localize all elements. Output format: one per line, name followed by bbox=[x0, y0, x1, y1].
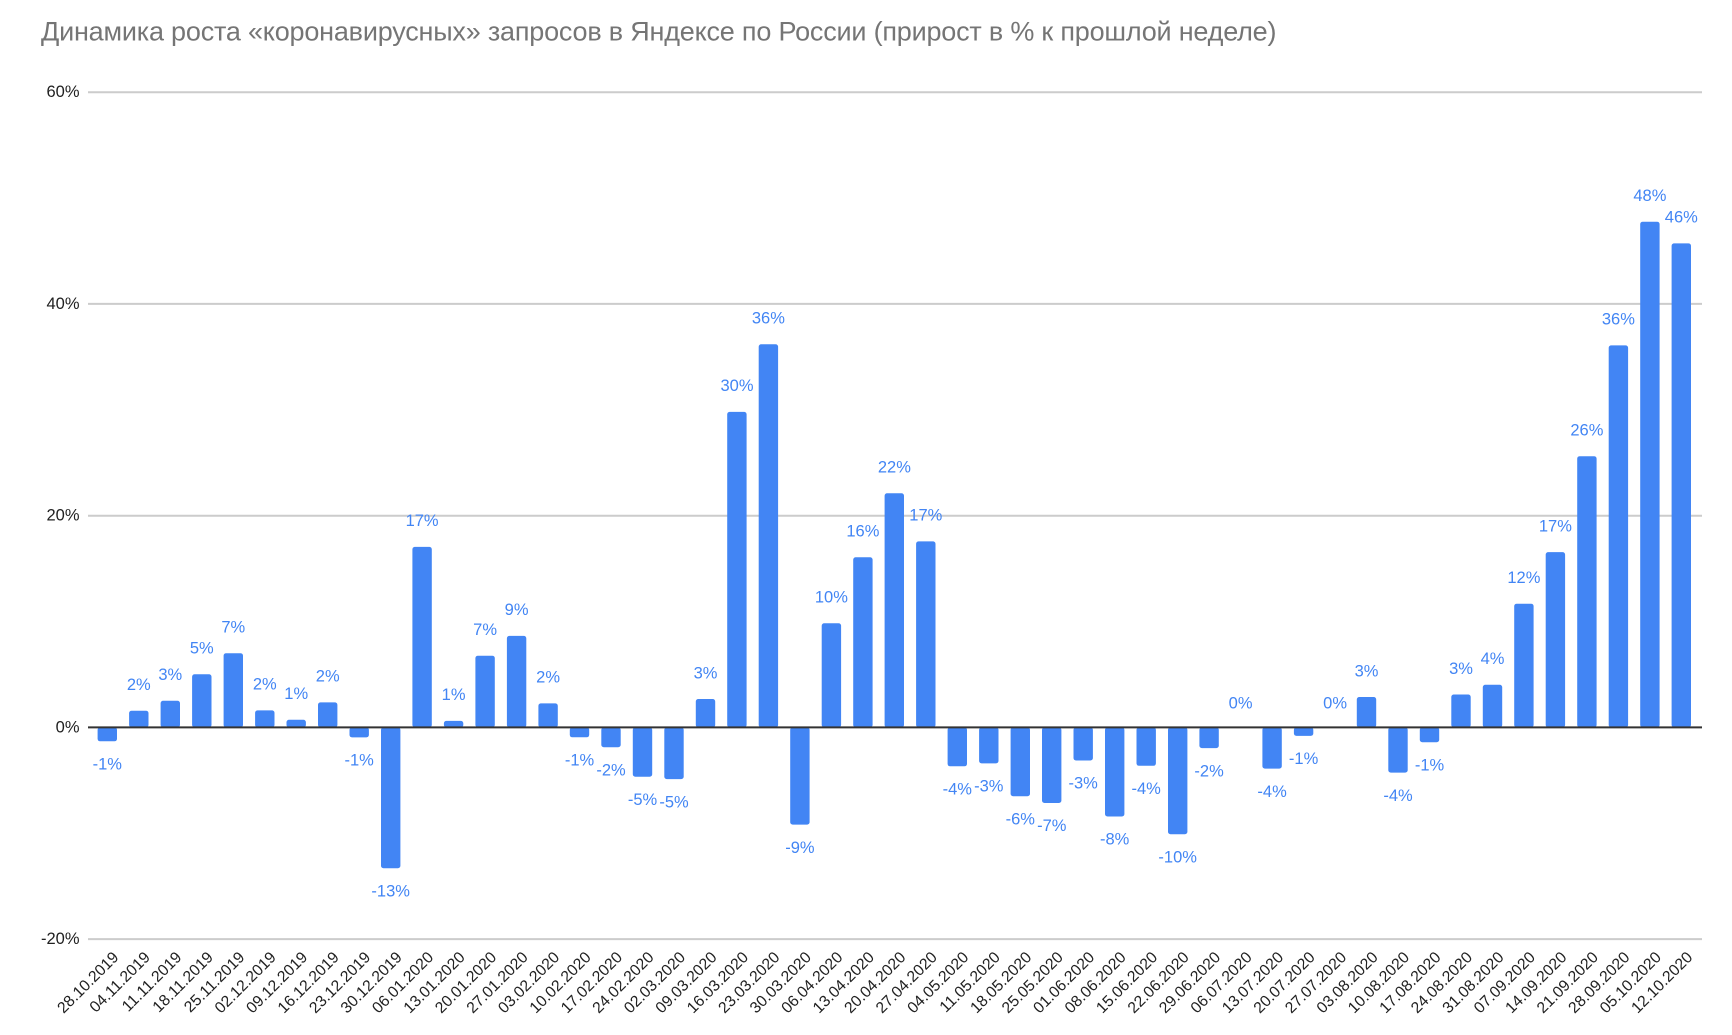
svg-text:-4%: -4% bbox=[1383, 787, 1413, 805]
svg-text:60%: 60% bbox=[46, 83, 79, 101]
svg-text:7%: 7% bbox=[473, 621, 497, 639]
svg-text:36%: 36% bbox=[752, 310, 785, 328]
svg-text:-20%: -20% bbox=[41, 930, 80, 948]
svg-text:7%: 7% bbox=[221, 619, 245, 637]
svg-text:4%: 4% bbox=[1481, 650, 1505, 668]
svg-text:-4%: -4% bbox=[943, 781, 973, 799]
svg-text:2%: 2% bbox=[253, 676, 277, 694]
svg-text:3%: 3% bbox=[1449, 660, 1473, 678]
svg-text:-2%: -2% bbox=[1194, 762, 1224, 780]
svg-text:-10%: -10% bbox=[1158, 848, 1197, 866]
svg-text:-8%: -8% bbox=[1100, 831, 1130, 849]
svg-text:-5%: -5% bbox=[628, 791, 658, 809]
svg-text:26%: 26% bbox=[1570, 422, 1603, 440]
svg-text:2%: 2% bbox=[316, 668, 340, 686]
svg-text:9%: 9% bbox=[505, 601, 529, 619]
svg-text:12%: 12% bbox=[1507, 569, 1540, 587]
svg-text:40%: 40% bbox=[46, 295, 79, 313]
svg-text:-7%: -7% bbox=[1037, 817, 1067, 835]
svg-text:-5%: -5% bbox=[659, 793, 689, 811]
svg-text:0%: 0% bbox=[1323, 695, 1347, 713]
svg-text:-6%: -6% bbox=[1006, 810, 1036, 828]
svg-text:5%: 5% bbox=[190, 640, 214, 658]
svg-text:17%: 17% bbox=[406, 512, 439, 530]
svg-text:10%: 10% bbox=[815, 589, 848, 607]
svg-text:17%: 17% bbox=[1539, 517, 1572, 535]
svg-text:-1%: -1% bbox=[565, 752, 595, 770]
svg-text:16%: 16% bbox=[846, 523, 879, 541]
svg-text:36%: 36% bbox=[1602, 311, 1635, 329]
svg-text:0%: 0% bbox=[1229, 695, 1253, 713]
svg-text:-1%: -1% bbox=[345, 752, 375, 770]
svg-text:-1%: -1% bbox=[1415, 756, 1445, 774]
svg-text:-13%: -13% bbox=[371, 882, 410, 900]
svg-text:-4%: -4% bbox=[1132, 780, 1162, 798]
svg-text:-1%: -1% bbox=[93, 756, 123, 774]
svg-text:3%: 3% bbox=[158, 666, 182, 684]
svg-text:3%: 3% bbox=[1355, 662, 1379, 680]
svg-text:-1%: -1% bbox=[1289, 750, 1319, 768]
svg-text:3%: 3% bbox=[694, 664, 718, 682]
svg-text:-4%: -4% bbox=[1257, 783, 1287, 801]
svg-text:46%: 46% bbox=[1665, 209, 1698, 227]
svg-text:20%: 20% bbox=[46, 507, 79, 525]
svg-text:2%: 2% bbox=[127, 676, 151, 694]
svg-text:30%: 30% bbox=[720, 377, 753, 395]
svg-text:-3%: -3% bbox=[974, 778, 1004, 796]
svg-text:17%: 17% bbox=[909, 507, 942, 525]
svg-text:Динамика роста «коронавирусных: Динамика роста «коронавирусных» запросов… bbox=[41, 17, 1276, 47]
svg-text:2%: 2% bbox=[536, 669, 560, 687]
svg-text:1%: 1% bbox=[442, 686, 466, 704]
svg-text:48%: 48% bbox=[1633, 187, 1666, 205]
svg-text:-9%: -9% bbox=[785, 839, 815, 857]
svg-text:22%: 22% bbox=[878, 459, 911, 477]
svg-text:-2%: -2% bbox=[596, 761, 626, 779]
svg-text:1%: 1% bbox=[284, 685, 308, 703]
svg-text:-3%: -3% bbox=[1069, 775, 1099, 793]
svg-text:0%: 0% bbox=[56, 718, 80, 736]
